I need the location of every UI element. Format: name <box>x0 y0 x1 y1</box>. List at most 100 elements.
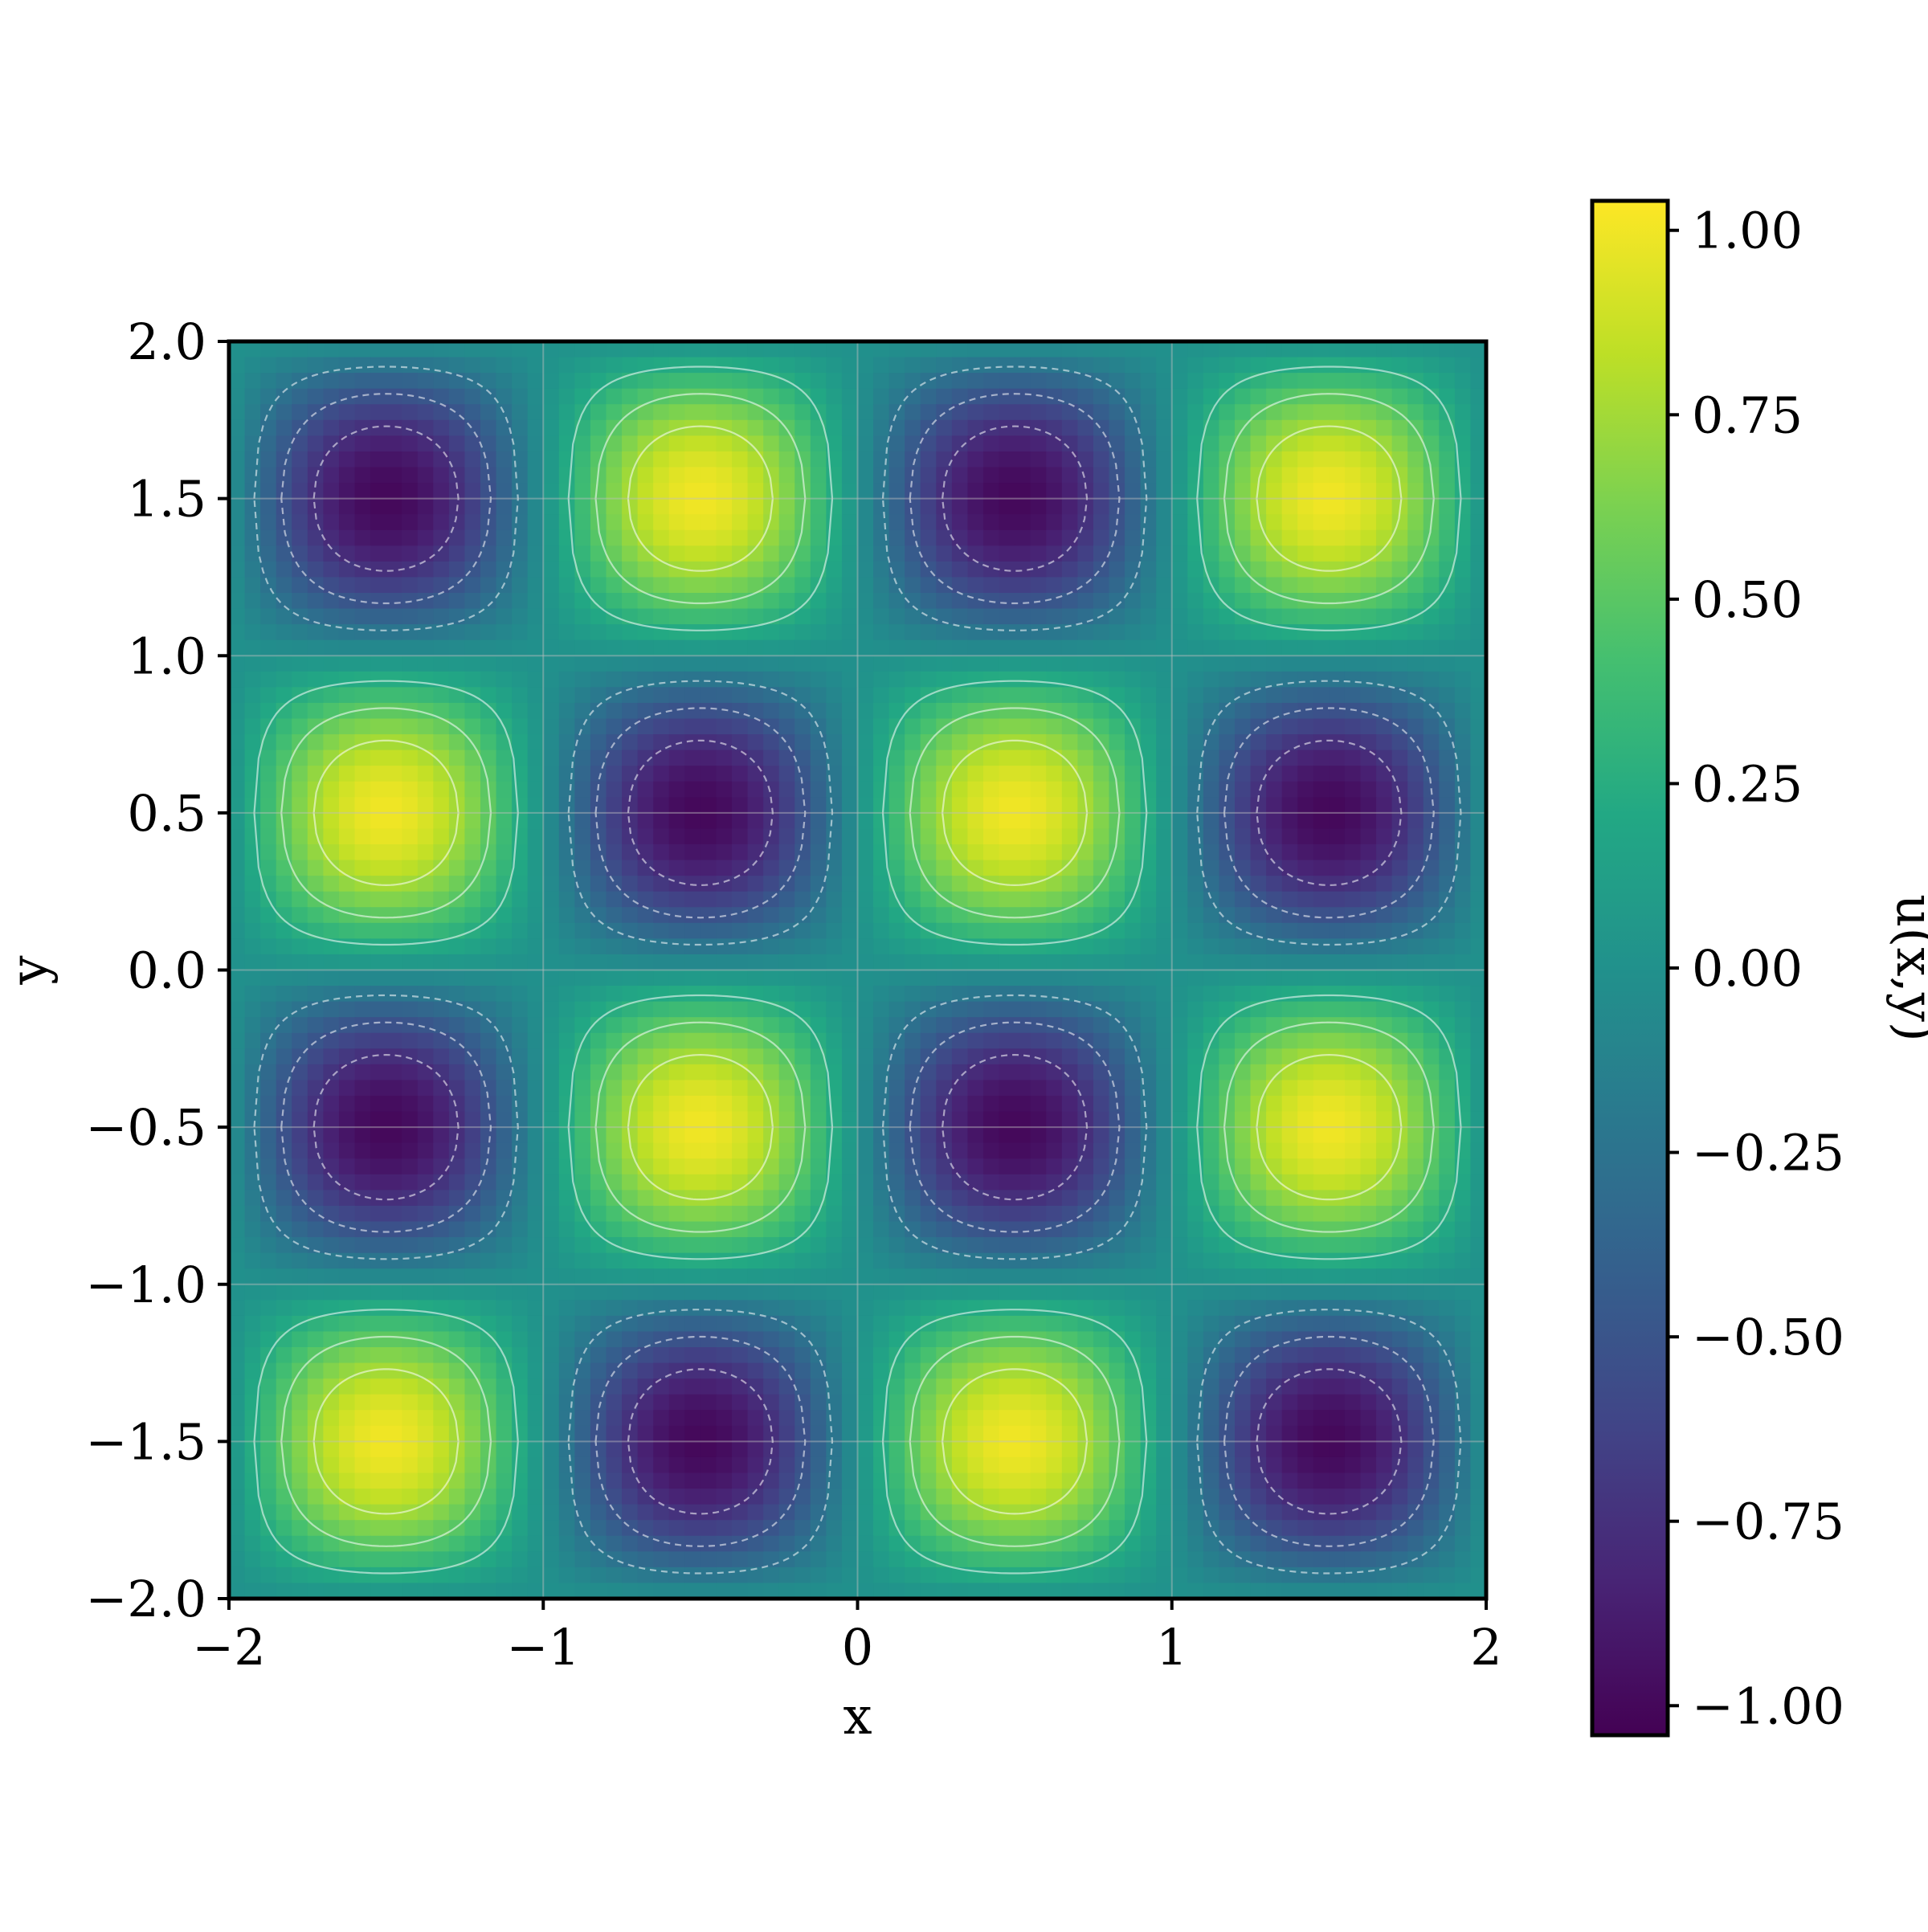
heatmap-cell <box>1439 907 1456 924</box>
heatmap-cell <box>1281 702 1298 720</box>
heatmap-cell <box>229 608 246 625</box>
heatmap-cell <box>1015 388 1031 405</box>
heatmap-cell <box>260 766 277 782</box>
heatmap-cell <box>512 1300 529 1317</box>
heatmap-cell <box>622 1080 639 1097</box>
heatmap-cell <box>606 922 623 939</box>
heatmap-cell <box>920 844 937 861</box>
heatmap-cell <box>716 1158 733 1175</box>
heatmap-cell <box>433 1127 450 1144</box>
heatmap-cell <box>1329 812 1346 830</box>
heatmap-cell <box>1376 1252 1393 1269</box>
heatmap-cell <box>527 467 544 484</box>
heatmap-cell <box>905 341 921 358</box>
heatmap-cell <box>778 451 795 468</box>
heatmap-cell <box>1313 1174 1330 1191</box>
heatmap-cell <box>747 781 764 798</box>
heatmap-cell <box>448 954 466 971</box>
heatmap-cell <box>936 1142 953 1159</box>
heatmap-cell <box>1344 1048 1362 1065</box>
heatmap-cell <box>606 1127 623 1144</box>
heatmap-cell <box>810 1064 827 1081</box>
heatmap-cell <box>999 860 1015 876</box>
heatmap-cell <box>794 702 811 720</box>
heatmap-cell <box>1125 1284 1142 1301</box>
heatmap-cell <box>684 954 701 971</box>
heatmap-cell <box>700 766 717 782</box>
heatmap-cell <box>1376 1174 1393 1191</box>
heatmap-cell <box>1313 577 1330 594</box>
heatmap-cell <box>653 467 670 484</box>
heatmap-cell <box>794 844 811 861</box>
heatmap-cell <box>464 656 481 672</box>
heatmap-cell <box>276 860 292 876</box>
heatmap-cell <box>386 702 402 720</box>
heatmap-cell <box>841 577 859 594</box>
heatmap-cell <box>1219 373 1236 390</box>
heatmap-cell <box>1376 891 1393 908</box>
heatmap-cell <box>1297 797 1314 814</box>
heatmap-cell <box>323 1190 340 1207</box>
heatmap-cell <box>448 1142 466 1159</box>
heatmap-cell <box>1125 1127 1142 1144</box>
heatmap-cell <box>999 687 1015 704</box>
heatmap-cell <box>1470 1205 1487 1223</box>
heatmap-cell <box>1313 451 1330 468</box>
heatmap-cell <box>668 750 685 766</box>
heatmap-cell <box>1061 388 1078 405</box>
heatmap-cell <box>574 797 591 814</box>
heatmap-cell <box>1407 341 1424 358</box>
heatmap-cell <box>480 1048 497 1065</box>
heatmap-cell <box>778 577 795 594</box>
heatmap-cell <box>967 734 984 751</box>
heatmap-cell <box>370 1032 387 1049</box>
heatmap-cell <box>292 860 308 876</box>
heatmap-cell <box>794 561 811 578</box>
heatmap-cell <box>1297 1284 1314 1301</box>
heatmap-cell <box>1219 718 1236 735</box>
heatmap-cell <box>543 938 560 955</box>
heatmap-cell <box>1077 1048 1094 1065</box>
heatmap-cell <box>1156 451 1173 468</box>
heatmap-cell <box>1297 373 1314 390</box>
heatmap-cell <box>653 954 670 971</box>
heatmap-cell <box>810 750 827 766</box>
heatmap-cell <box>480 970 497 986</box>
heatmap-cell <box>1125 702 1142 720</box>
heatmap-cell <box>527 608 544 625</box>
heatmap-cell <box>1250 1096 1267 1113</box>
heatmap-cell <box>276 577 292 594</box>
heatmap-cell <box>1046 687 1063 704</box>
heatmap-cell <box>496 1017 513 1034</box>
heatmap-cell <box>480 891 497 908</box>
heatmap-cell <box>1266 1174 1283 1191</box>
heatmap-cell <box>1156 656 1173 672</box>
heatmap-cell <box>543 1284 560 1301</box>
heatmap-cell <box>417 404 434 421</box>
heatmap-cell <box>590 656 607 672</box>
heatmap-cell <box>747 357 764 374</box>
heatmap-cell <box>558 1111 575 1128</box>
heatmap-cell <box>763 1080 780 1097</box>
heatmap-cell <box>1109 656 1125 672</box>
heatmap-cell <box>1061 373 1078 390</box>
heatmap-cell <box>512 561 529 578</box>
heatmap-cell <box>873 1158 890 1175</box>
heatmap-cell <box>716 624 733 641</box>
heatmap-cell <box>464 577 481 594</box>
heatmap-cell <box>338 577 356 594</box>
heatmap-cell <box>857 1268 874 1285</box>
heatmap-cell <box>983 1268 1000 1285</box>
heatmap-cell <box>244 828 261 845</box>
heatmap-cell <box>229 718 246 735</box>
heatmap-cell <box>653 1048 670 1065</box>
heatmap-cell <box>1376 671 1393 688</box>
heatmap-cell <box>229 828 246 845</box>
heatmap-cell <box>1250 388 1267 405</box>
heatmap-cell <box>1077 514 1094 531</box>
heatmap-cell <box>480 577 497 594</box>
heatmap-cell <box>1140 561 1157 578</box>
heatmap-cell <box>873 891 890 908</box>
heatmap-cell <box>1156 954 1173 971</box>
heatmap-cell <box>700 467 717 484</box>
